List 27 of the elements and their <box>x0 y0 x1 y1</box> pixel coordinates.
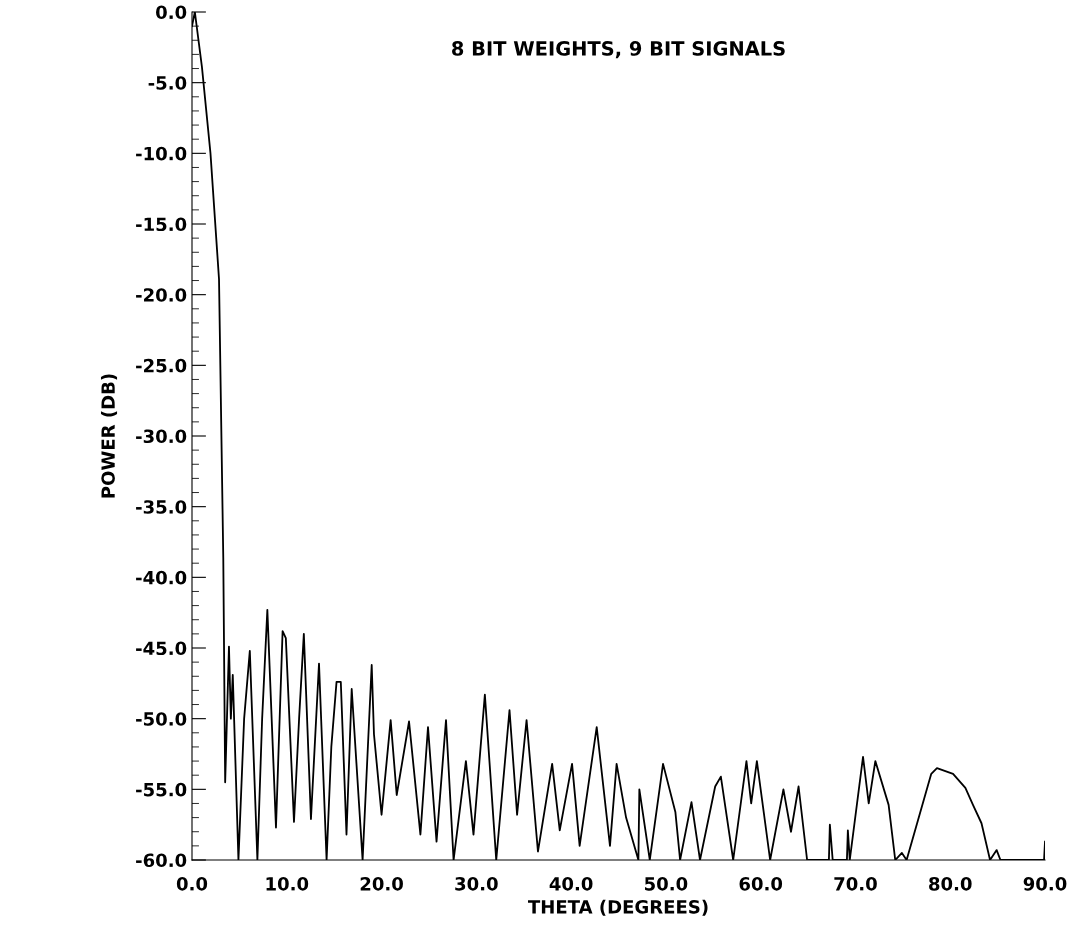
x-tick-label: 50.0 <box>645 876 688 891</box>
y-tick-label: -45.0 <box>136 641 187 656</box>
y-tick-label: -60.0 <box>136 853 187 868</box>
y-tick-label: 0.0 <box>156 5 187 20</box>
x-tick-label: 40.0 <box>549 876 593 891</box>
line-series <box>192 12 1045 860</box>
y-tick-label: -25.0 <box>136 358 187 373</box>
x-tick-label: 30.0 <box>455 876 498 891</box>
y-tick-label: -15.0 <box>136 217 187 232</box>
y-axis-title: POWER (DB) <box>100 374 118 498</box>
y-tick-label: -10.0 <box>136 146 187 161</box>
x-tick-label: 70.0 <box>834 876 877 891</box>
y-tick-label: -40.0 <box>136 570 187 585</box>
x-tick-label: 0.0 <box>176 876 208 891</box>
y-tick-label: -5.0 <box>148 76 187 90</box>
x-tick-label: 90.0 <box>1023 876 1067 891</box>
x-axis-title: THETA (DEGREES) <box>528 899 708 916</box>
y-tick-label: -55.0 <box>136 782 187 797</box>
y-tick-label: -30.0 <box>136 429 187 444</box>
y-tick-label: -20.0 <box>136 288 187 302</box>
y-tick-label: -35.0 <box>136 500 187 514</box>
y-tick-label: -50.0 <box>136 712 187 726</box>
x-tick-label: 80.0 <box>929 876 972 891</box>
x-tick-label: 60.0 <box>739 876 783 891</box>
x-tick-label: 20.0 <box>360 876 403 891</box>
text: 8 BIT WEIGHTS, 9 BIT SIGNALS <box>452 41 785 59</box>
x-tick-label: 10.0 <box>266 876 309 891</box>
